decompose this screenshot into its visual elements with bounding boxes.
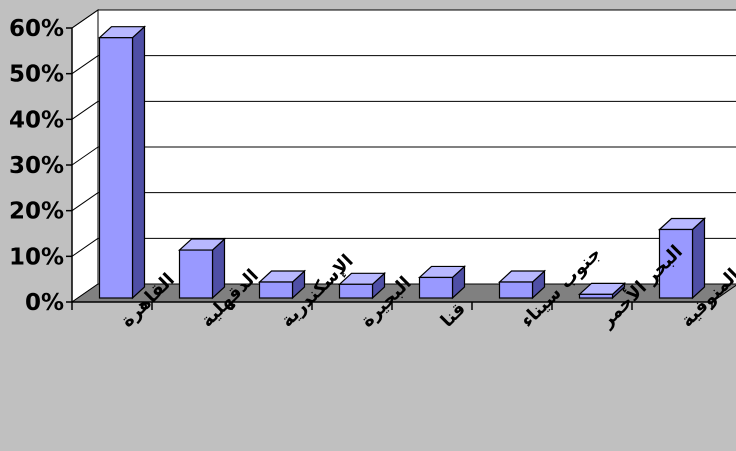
bar-front: [498, 281, 534, 299]
bar-front: [338, 283, 374, 299]
bar: [657, 217, 707, 300]
y-tick-label: 50%: [9, 62, 64, 88]
chart-axes: [66, 27, 713, 310]
bar: [177, 237, 227, 300]
bar: [257, 269, 307, 300]
y-tick-label: 10%: [9, 244, 64, 270]
gridline-depth: [71, 55, 99, 75]
bar-side: [691, 217, 706, 300]
chart-bars: [97, 25, 707, 300]
bar: [417, 265, 467, 300]
y-tick-label: 40%: [9, 107, 64, 133]
bar-front: [658, 228, 694, 299]
bar: [337, 271, 387, 300]
y-tick-label: 0%: [25, 290, 64, 316]
y-axis-tick-labels: 0% 10% 20% 30% 40% 50% 60%: [9, 16, 64, 316]
y-tick-label: 30%: [9, 153, 64, 179]
bar-front: [578, 293, 614, 299]
bar: [497, 269, 547, 300]
bar: [577, 281, 627, 300]
bar-front: [418, 276, 454, 299]
chart-gridlines: [71, 9, 736, 257]
gridline-depth: [71, 146, 99, 166]
gridline-depth: [71, 9, 99, 29]
bar-front: [258, 281, 294, 299]
bar: [97, 25, 147, 300]
y-tick-label: 60%: [9, 16, 64, 42]
gridline-depth: [71, 192, 99, 212]
chart-walls: [70, 9, 736, 303]
bar-front: [98, 37, 134, 299]
bar-front: [178, 249, 214, 299]
bar-side: [131, 25, 146, 300]
gridline-depth: [71, 237, 99, 257]
y-tick-label: 20%: [9, 199, 64, 225]
gridline-depth: [71, 100, 99, 120]
x-tick-label: قنا: [437, 298, 470, 331]
